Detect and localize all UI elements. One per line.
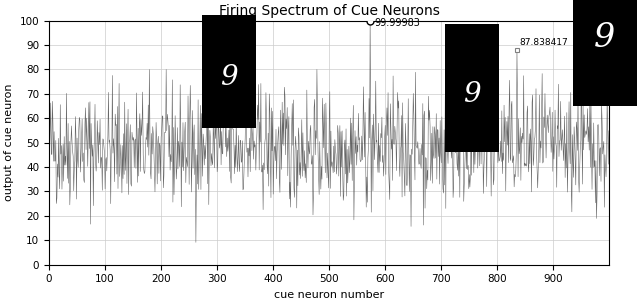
Text: 83.599182: 83.599182	[584, 48, 633, 57]
Text: 87.838417: 87.838417	[520, 38, 568, 47]
X-axis label: cue neuron number: cue neuron number	[274, 290, 384, 300]
Y-axis label: output of cue neuron: output of cue neuron	[4, 84, 14, 201]
Text: 9: 9	[220, 64, 237, 91]
Text: 9: 9	[594, 22, 616, 54]
Title: Firing Spectrum of Cue Neurons: Firing Spectrum of Cue Neurons	[219, 4, 440, 18]
Text: 9: 9	[463, 81, 481, 108]
Text: 99.99983: 99.99983	[374, 18, 420, 28]
